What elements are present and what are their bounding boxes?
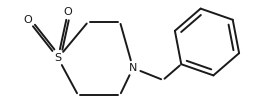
Text: N: N	[129, 63, 137, 73]
Text: S: S	[54, 53, 62, 63]
Text: O: O	[24, 15, 32, 25]
Text: O: O	[64, 7, 72, 17]
